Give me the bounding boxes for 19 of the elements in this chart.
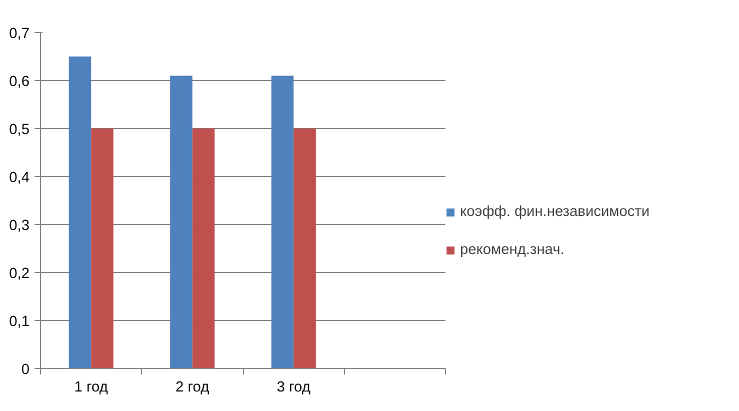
bar — [91, 128, 114, 368]
bar — [170, 76, 192, 368]
y-tick-label: 0 — [21, 362, 30, 378]
bar — [271, 76, 294, 368]
legend-label: рекоменд.знач. — [460, 242, 564, 258]
y-tick-label: 0,6 — [9, 74, 30, 90]
x-tick-label: 1 год — [74, 380, 108, 396]
legend-label: коэфф. фин.независимости — [460, 204, 650, 220]
y-tick-label: 0,7 — [9, 26, 30, 42]
bar — [68, 56, 92, 368]
y-tick-label: 0,2 — [9, 266, 30, 282]
x-tick-label: 3 год — [276, 380, 311, 396]
y-tick-label: 0,3 — [9, 218, 30, 234]
y-tick-label: 0,4 — [9, 170, 30, 186]
y-tick-label: 0,5 — [9, 122, 30, 138]
bar — [192, 128, 215, 368]
bar — [294, 128, 316, 368]
x-tick-label: 2 год — [176, 380, 210, 396]
y-tick-label: 0,1 — [9, 314, 30, 330]
